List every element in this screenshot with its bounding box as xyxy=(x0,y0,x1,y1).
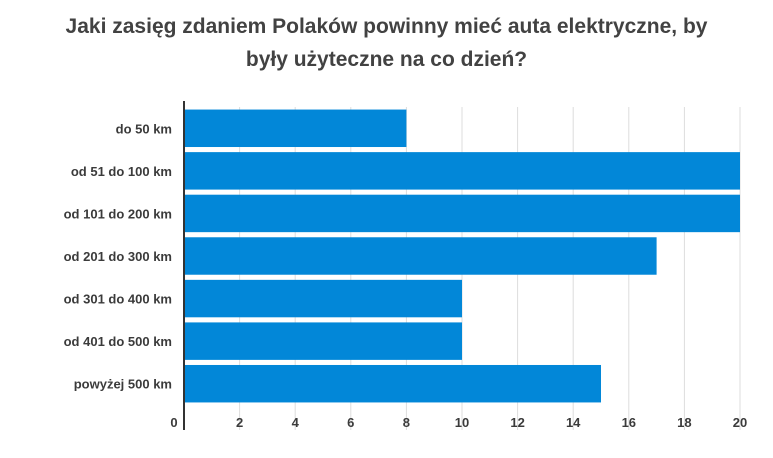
bar-2 xyxy=(184,194,740,233)
bar-4 xyxy=(184,279,462,318)
chart-title-line-2: były użyteczne na co dzień? xyxy=(245,48,528,71)
x-tick-label-14: 14 xyxy=(566,415,581,430)
x-tick-label-0: 0 xyxy=(170,415,177,430)
category-label-4: od 301 do 400 km xyxy=(64,292,172,307)
chart-title-line-1: Jaki zasięg zdaniem Polaków powinny mieć… xyxy=(65,15,708,38)
bar-3 xyxy=(184,237,657,275)
x-tick-label-10: 10 xyxy=(455,415,469,430)
x-tick-label-6: 6 xyxy=(347,415,354,430)
bar-0 xyxy=(184,109,407,148)
bar-1 xyxy=(184,152,740,190)
x-tick-label-4: 4 xyxy=(292,415,300,430)
bar-layer xyxy=(184,109,740,403)
x-tick-label-12: 12 xyxy=(510,415,524,430)
category-label-6: powyżej 500 km xyxy=(74,377,172,392)
chart-title: Jaki zasięg zdaniem Polaków powinny mieć… xyxy=(0,10,773,76)
x-tick-label-18: 18 xyxy=(677,415,691,430)
x-tick-label-2: 2 xyxy=(236,415,243,430)
x-tick-label-16: 16 xyxy=(622,415,636,430)
x-tick-label-8: 8 xyxy=(403,415,410,430)
category-label-1: od 51 do 100 km xyxy=(71,164,172,179)
x-tick-label-20: 20 xyxy=(733,415,747,430)
category-label-5: od 401 do 500 km xyxy=(64,334,172,349)
bar-6 xyxy=(184,364,601,403)
category-label-0: do 50 km xyxy=(116,121,172,136)
category-label-3: od 201 do 300 km xyxy=(64,249,172,264)
bar-5 xyxy=(184,322,462,360)
label-layer: 0 2 4 6 8 10 12 14 16 18 20 do 50 km od 51 do 100 km… xyxy=(64,121,748,430)
category-label-2: od 101 do 200 km xyxy=(64,206,172,221)
